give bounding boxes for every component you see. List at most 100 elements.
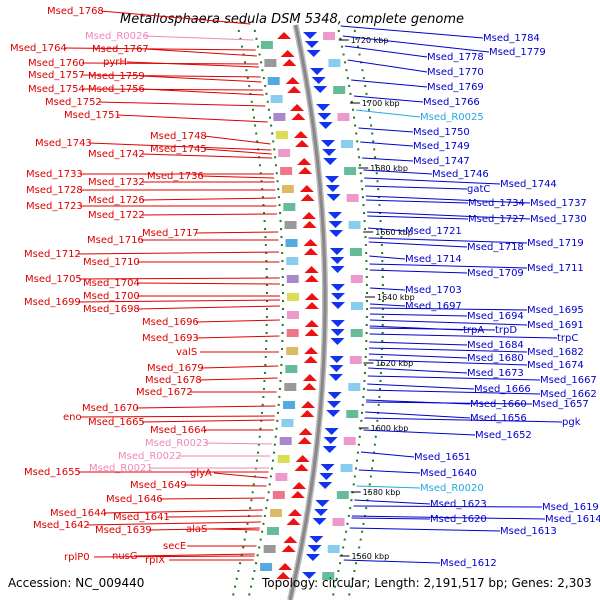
right-gene-label: trpA — [463, 325, 484, 336]
forward-gene-arrow — [304, 275, 319, 282]
cog-box-right — [327, 545, 340, 553]
reverse-gene-arrow — [330, 293, 345, 300]
cog-box-right — [344, 167, 357, 175]
right-leader-line — [353, 505, 543, 508]
reverse-gene-arrow — [318, 482, 333, 489]
forward-gene-arrow — [303, 248, 318, 255]
cog-box-left — [277, 455, 290, 463]
cog-box-right — [350, 302, 363, 310]
right-gene-label: Msed_1737 — [530, 198, 587, 209]
left-gene-label: Msed_1751 — [64, 110, 121, 121]
cog-box-left — [283, 401, 296, 409]
right-leader-line — [351, 515, 546, 520]
right-gene-label: Msed_1730 — [530, 214, 587, 225]
left-gene-label: Msed_1644 — [50, 508, 107, 519]
left-gene-label: Msed_1743 — [35, 138, 92, 149]
left-leader-line — [136, 282, 280, 285]
reverse-gene-arrow — [327, 401, 342, 408]
cog-box-left — [286, 293, 299, 301]
left-leader-line — [195, 335, 280, 339]
right-gene-label: Msed_1680 — [467, 353, 524, 364]
right-gene-label: Msed_1711 — [527, 263, 584, 274]
right-gene-label: Msed_1652 — [475, 430, 532, 441]
right-gene-label: Msed_1623 — [430, 499, 487, 510]
forward-gene-arrow — [300, 194, 315, 201]
reverse-gene-arrow — [310, 68, 325, 75]
right-leader-line — [366, 199, 469, 204]
reverse-gene-arrow — [304, 41, 319, 48]
forward-gene-arrow — [295, 455, 310, 462]
right-gene-label: Msed_1766 — [423, 97, 480, 108]
right-leader-line — [355, 109, 421, 118]
cog-box-left — [281, 185, 294, 193]
right-gene-label: Msed_1662 — [540, 389, 597, 400]
cog-box-right — [328, 59, 341, 67]
reverse-gene-arrow — [328, 374, 343, 381]
forward-gene-arrow — [277, 32, 292, 39]
reverse-gene-arrow — [303, 32, 318, 39]
reverse-gene-arrow — [319, 473, 334, 480]
reverse-gene-arrow — [327, 212, 342, 219]
right-leader-line — [369, 341, 468, 346]
left-gene-label: Msed_1717 — [142, 228, 199, 239]
reverse-gene-arrow — [305, 554, 320, 561]
left-leader-line — [159, 497, 265, 500]
forward-gene-arrow — [283, 536, 298, 543]
forward-gene-arrow — [303, 239, 318, 246]
right-gene-label: Msed_1660 — [470, 399, 527, 410]
ruler-label: 1660 kbp — [375, 228, 413, 237]
reverse-gene-arrow — [317, 113, 332, 120]
cog-box-left — [284, 221, 297, 229]
accession-text: Accession: NC_009440 — [8, 576, 144, 590]
forward-gene-arrow — [298, 428, 313, 435]
left-gene-label: Msed_1723 — [26, 201, 83, 212]
forward-gene-arrow — [302, 374, 317, 381]
dot-track — [331, 29, 368, 599]
right-leader-line — [364, 177, 501, 185]
left-gene-label: Msed_1700 — [83, 291, 140, 302]
right-leader-line — [368, 359, 528, 366]
left-leader-line — [195, 231, 279, 234]
right-leader-line — [367, 375, 541, 381]
cog-box-left — [267, 77, 280, 85]
reverse-gene-arrow — [330, 338, 345, 345]
left-leader-line — [93, 555, 255, 558]
cog-box-right — [343, 437, 356, 445]
ruler-label: 1700 kbp — [362, 99, 400, 108]
ruler-label: 1580 kbp — [363, 488, 401, 497]
cog-box-right — [322, 572, 335, 580]
left-leader-line — [203, 148, 272, 155]
left-leader-line — [141, 153, 273, 159]
cog-box-right — [337, 113, 350, 121]
cog-box-right — [346, 194, 359, 202]
right-leader-line — [351, 517, 431, 520]
right-gene-label: Msed_1640 — [420, 468, 477, 479]
right-leader-line — [367, 383, 475, 390]
forward-gene-arrow — [286, 518, 301, 525]
cog-box-left — [283, 203, 296, 211]
forward-gene-arrow — [285, 77, 300, 84]
right-gene-label: Msed_1684 — [467, 340, 524, 351]
left-gene-label: nusG — [112, 551, 138, 562]
right-gene-label: gatC — [467, 184, 490, 195]
right-gene-label: trpD — [495, 325, 517, 336]
left-gene-label: Msed_1722 — [88, 210, 145, 221]
right-gene-label: Msed_1749 — [413, 141, 470, 152]
cog-box-left — [286, 311, 299, 319]
backbone-arc — [288, 24, 327, 600]
left-gene-label: Msed_1716 — [87, 235, 144, 246]
reverse-gene-arrow — [324, 428, 339, 435]
left-leader-line — [209, 528, 260, 531]
left-gene-label: Msed_1679 — [147, 363, 204, 374]
right-leader-line — [369, 313, 468, 317]
cog-box-left — [270, 95, 283, 103]
left-gene-label: Msed_1759 — [88, 71, 145, 82]
ruler-label: 1680 kbp — [370, 164, 408, 173]
right-leader-line — [368, 353, 468, 359]
left-gene-label: Msed_1639 — [95, 525, 152, 536]
left-gene-label: pyrH — [103, 57, 127, 68]
left-gene-label: Msed_1693 — [142, 333, 199, 344]
reverse-gene-arrow — [326, 410, 341, 417]
reverse-gene-arrow — [320, 464, 335, 471]
right-leader-line — [362, 157, 414, 162]
